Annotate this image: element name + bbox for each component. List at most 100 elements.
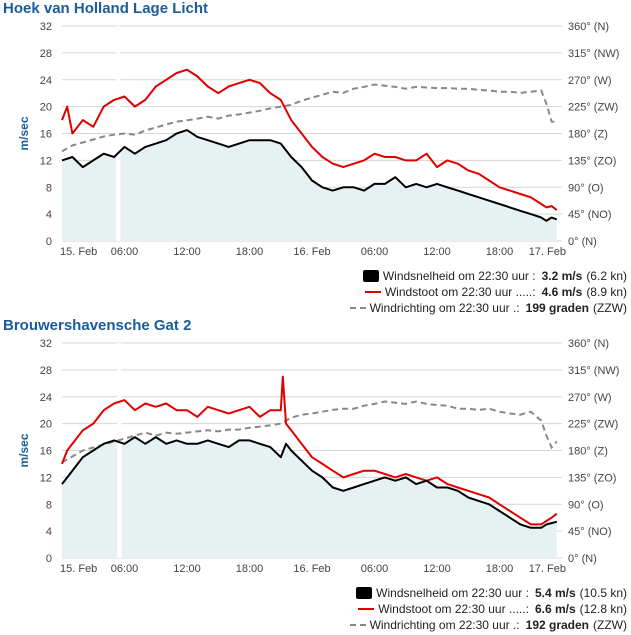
legend-extra: (10.5 kn) <box>579 586 627 600</box>
y-tick-label: 0 <box>46 236 52 248</box>
legend-item-direction: Windrichting om 22:30 uur .: 199 graden … <box>349 300 627 316</box>
speed-line <box>61 129 558 222</box>
x-tick-label: 18:00 <box>486 563 514 575</box>
legend-label: Windstoot om 22:30 uur .....: <box>378 602 529 616</box>
x-tick-label: 17. Feb <box>529 563 566 575</box>
legend-item-speed: Windsnelheid om 22:30 uur : 5.4 m/s (10.… <box>350 585 627 601</box>
speed-line <box>61 436 558 529</box>
x-tick-label: 12:00 <box>423 246 451 258</box>
legend-extra: (6.2 kn) <box>586 269 627 283</box>
y-axis-label: m/sec <box>17 116 31 150</box>
gust-line <box>61 68 558 211</box>
y-tick-label: 16 <box>40 446 52 458</box>
y-tick-label: 4 <box>46 526 52 538</box>
y2-tick-label: 90° (O) <box>568 499 604 511</box>
legend-extra: (8.9 kn) <box>586 285 627 299</box>
legend-value: 5.4 m/s <box>534 586 576 600</box>
x-tick-label: 16. Feb <box>293 563 330 575</box>
x-tick-label: 06:00 <box>111 563 139 575</box>
y-tick-label: 20 <box>40 419 52 431</box>
legend-extra: (ZZW) <box>593 618 627 632</box>
x-tick-label: 12:00 <box>173 563 201 575</box>
y-tick-label: 16 <box>40 129 52 141</box>
direction-swatch-icon <box>349 624 366 626</box>
y-tick-label: 4 <box>46 209 52 221</box>
x-tick-label: 18:00 <box>236 246 264 258</box>
speed-swatch-icon <box>362 270 379 282</box>
y-tick-label: 8 <box>46 182 52 194</box>
gust-line <box>61 375 558 526</box>
legend: Windsnelheid om 22:30 uur : 3.2 m/s (6.2… <box>349 268 627 316</box>
y-tick-label: 20 <box>40 102 52 114</box>
legend-label: Windsnelheid om 22:30 uur : <box>382 269 536 283</box>
y-tick-label: 24 <box>40 392 52 404</box>
legend: Windsnelheid om 22:30 uur : 5.4 m/s (10.… <box>349 585 627 633</box>
direction-line <box>61 400 558 464</box>
y-tick-label: 8 <box>46 499 52 511</box>
x-tick-label: 16. Feb <box>293 246 330 258</box>
y2-tick-label: 180° (Z) <box>568 129 608 141</box>
speed-area <box>62 437 557 558</box>
speed-swatch-icon <box>356 587 373 599</box>
y-tick-label: 12 <box>40 472 52 484</box>
y-tick-label: 0 <box>46 553 52 565</box>
x-tick-label: 06:00 <box>361 246 389 258</box>
legend-value: 4.6 m/s <box>541 285 583 299</box>
x-tick-label: 06:00 <box>361 563 389 575</box>
y-tick-label: 32 <box>40 21 52 33</box>
legend-extra: (ZZW) <box>593 301 627 315</box>
data-gap <box>117 343 122 558</box>
legend-item-direction: Windrichting om 22:30 uur .: 192 graden … <box>349 617 627 633</box>
y2-tick-label: 360° (N) <box>568 21 609 33</box>
data-gap <box>116 26 121 241</box>
panel-title: Brouwershavensche Gat 2 <box>3 317 192 334</box>
x-tick-label: 12:00 <box>173 246 201 258</box>
y2-tick-label: 90° (O) <box>568 182 604 194</box>
y2-tick-label: 45° (NO) <box>568 526 612 538</box>
y2-tick-label: 180° (Z) <box>568 446 608 458</box>
y2-tick-label: 0° (N) <box>568 553 597 565</box>
y2-tick-label: 315° (NW) <box>568 48 619 60</box>
y-axis-label: m/sec <box>17 433 31 467</box>
x-tick-label: 12:00 <box>423 563 451 575</box>
y2-tick-label: 360° (N) <box>568 338 609 350</box>
y2-tick-label: 270° (W) <box>568 392 612 404</box>
legend-item-gust: Windstoot om 22:30 uur .....: 4.6 m/s (8… <box>350 284 627 300</box>
panel-title: Hoek van Holland Lage Licht <box>3 0 209 17</box>
y-tick-label: 12 <box>40 155 52 167</box>
panel-hoek-van-holland: Hoek van Holland Lage Licht 0 4 8 12 16 20 24 2… <box>0 0 631 317</box>
direction-line <box>61 83 557 153</box>
y-tick-label: 28 <box>40 48 52 60</box>
legend-item-speed: Windsnelheid om 22:30 uur : 3.2 m/s (6.2… <box>350 268 627 284</box>
y2-tick-label: 0° (N) <box>568 236 597 248</box>
y2-tick-label: 135° (ZO) <box>568 155 616 167</box>
legend-item-gust: Windstoot om 22:30 uur .....: 6.6 m/s (1… <box>350 601 627 617</box>
y2-tick-label: 315° (NW) <box>568 365 619 377</box>
y2-tick-label: 45° (NO) <box>568 209 612 221</box>
y2-tick-label: 270° (W) <box>568 75 612 87</box>
y-tick-label: 32 <box>40 338 52 350</box>
wind-chart-brouwershavensche-gat: 0 4 8 12 16 20 24 28 32 0° (N) 45° (NO) 90° (O) 135°… <box>17 338 619 575</box>
y-tick-label: 28 <box>40 365 52 377</box>
gust-swatch-icon <box>364 291 381 293</box>
x-tick-label: 06:00 <box>111 246 139 258</box>
legend-value: 6.6 m/s <box>534 602 576 616</box>
speed-area <box>62 130 557 241</box>
legend-value: 199 graden <box>525 301 590 315</box>
legend-extra: (12.8 kn) <box>579 602 627 616</box>
legend-label: Windrichting om 22:30 uur .: <box>369 301 520 315</box>
gust-swatch-icon <box>358 608 375 610</box>
x-tick-label: 18:00 <box>486 246 514 258</box>
legend-label: Windstoot om 22:30 uur .....: <box>384 285 536 299</box>
legend-label: Windsnelheid om 22:30 uur : <box>376 586 529 600</box>
legend-value: 3.2 m/s <box>541 269 583 283</box>
x-tick-label: 17. Feb <box>529 246 566 258</box>
panel-brouwershavensche-gat: Brouwershavensche Gat 2 0 4 8 12 16 20 24 28 32 0… <box>0 317 631 634</box>
legend-value: 192 graden <box>525 618 590 632</box>
direction-swatch-icon <box>349 307 366 309</box>
legend-label: Windrichting om 22:30 uur .: <box>369 618 520 632</box>
y2-tick-label: 225° (ZW) <box>568 102 618 114</box>
x-tick-label: 15. Feb <box>60 563 97 575</box>
x-tick-label: 18:00 <box>236 563 264 575</box>
y2-tick-label: 135° (ZO) <box>568 472 616 484</box>
